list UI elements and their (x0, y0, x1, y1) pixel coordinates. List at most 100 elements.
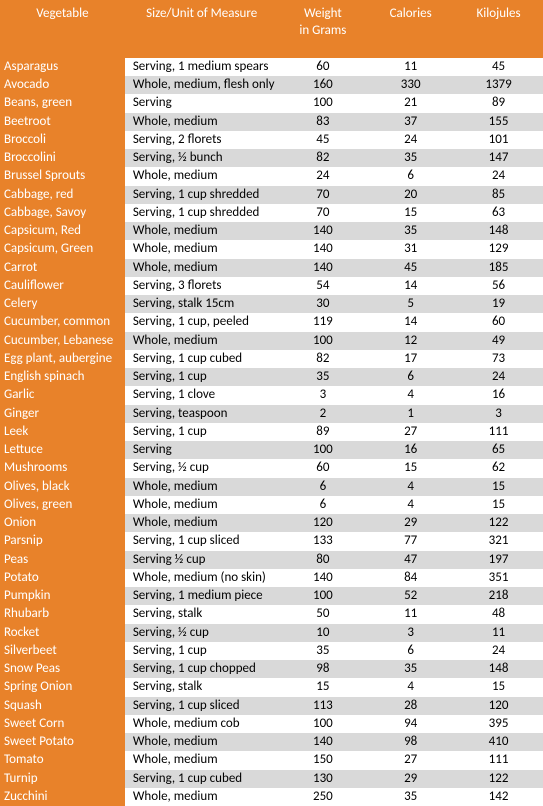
cell-vegetable: Squash (0, 697, 125, 715)
cell-vegetable: Celery (0, 295, 125, 313)
cell-size: Serving, ½ cup (125, 459, 279, 477)
cell-weight: 100 (279, 441, 368, 459)
table-row: CarrotWhole, medium14045185 (0, 259, 543, 277)
cell-calories: 12 (367, 332, 454, 350)
cell-size: Whole, medium (125, 478, 279, 496)
cell-size: Whole, medium cob (125, 715, 279, 733)
cell-calories: 21 (367, 94, 454, 112)
cell-vegetable: Sweet Corn (0, 715, 125, 733)
cell-weight: 6 (279, 496, 368, 514)
cell-weight: 6 (279, 478, 368, 496)
cell-kilojoules: 48 (454, 605, 543, 623)
cell-vegetable: Turnip (0, 770, 125, 788)
cell-weight: 100 (279, 94, 368, 112)
cell-calories: 29 (367, 514, 454, 532)
cell-size: Serving, 1 medium piece (125, 587, 279, 605)
cell-vegetable: Mushrooms (0, 459, 125, 477)
cell-size: Whole, medium (125, 222, 279, 240)
table-row: ZucchiniWhole, medium25035142 (0, 788, 543, 806)
cell-size: Serving, 1 medium spears (125, 58, 279, 76)
cell-kilojoules: 395 (454, 715, 543, 733)
table-row: CeleryServing, stalk 15cm30519 (0, 295, 543, 313)
cell-weight: 54 (279, 277, 368, 295)
cell-size: Whole, medium (125, 113, 279, 131)
cell-size: Serving, stalk 15cm (125, 295, 279, 313)
cell-weight: 100 (279, 715, 368, 733)
table-row: SilverbeetServing, 1 cup35624 (0, 642, 543, 660)
cell-vegetable: Ginger (0, 405, 125, 423)
cell-size: Serving, 1 cup sliced (125, 532, 279, 550)
cell-weight: 113 (279, 697, 368, 715)
cell-calories: 20 (367, 186, 454, 204)
table-row: TurnipServing, 1 cup cubed13029122 (0, 770, 543, 788)
cell-kilojoules: 16 (454, 386, 543, 404)
cell-vegetable: Broccoli (0, 131, 125, 149)
cell-calories: 5 (367, 295, 454, 313)
cell-vegetable: Olives, black (0, 478, 125, 496)
cell-vegetable: Rhubarb (0, 605, 125, 623)
cell-size: Serving (125, 441, 279, 459)
table-row: LettuceServing1001665 (0, 441, 543, 459)
cell-size: Whole, medium (125, 514, 279, 532)
cell-size: Serving, 1 cup chopped (125, 660, 279, 678)
cell-size: Whole, medium, flesh only (125, 76, 279, 94)
cell-vegetable: Avocado (0, 76, 125, 94)
cell-weight: 140 (279, 259, 368, 277)
table-row: ParsnipServing, 1 cup sliced13377321 (0, 532, 543, 550)
cell-vegetable: English spinach (0, 368, 125, 386)
cell-size: Whole, medium (no skin) (125, 569, 279, 587)
cell-size: Serving ½ cup (125, 551, 279, 569)
table-row: OnionWhole, medium12029122 (0, 514, 543, 532)
table-row: Sweet CornWhole, medium cob10094395 (0, 715, 543, 733)
vegetable-nutrition-table: Vegetable Size/Unit of Measure Weightin … (0, 0, 543, 806)
cell-weight: 35 (279, 642, 368, 660)
cell-calories: 47 (367, 551, 454, 569)
cell-vegetable: Beetroot (0, 113, 125, 131)
cell-vegetable: Olives, green (0, 496, 125, 514)
table-row: CauliflowerServing, 3 florets541456 (0, 277, 543, 295)
cell-kilojoules: 60 (454, 313, 543, 331)
table-row: LeekServing, 1 cup8927111 (0, 423, 543, 441)
cell-kilojoules: 85 (454, 186, 543, 204)
cell-weight: 2 (279, 405, 368, 423)
cell-weight: 82 (279, 149, 368, 167)
cell-size: Serving, 1 clove (125, 386, 279, 404)
cell-kilojoules: 15 (454, 678, 543, 696)
cell-vegetable: Carrot (0, 259, 125, 277)
table-row: Olives, blackWhole, medium6415 (0, 478, 543, 496)
cell-calories: 35 (367, 222, 454, 240)
cell-weight: 50 (279, 605, 368, 623)
cell-calories: 15 (367, 459, 454, 477)
table-row: RocketServing, ½ cup10311 (0, 624, 543, 642)
cell-kilojoules: 24 (454, 368, 543, 386)
cell-calories: 35 (367, 788, 454, 806)
cell-vegetable: Garlic (0, 386, 125, 404)
cell-kilojoules: 24 (454, 642, 543, 660)
cell-calories: 6 (367, 368, 454, 386)
table-row: BroccoliServing, 2 florets4524101 (0, 131, 543, 149)
cell-calories: 1 (367, 405, 454, 423)
cell-kilojoules: 129 (454, 240, 543, 258)
cell-vegetable: Cucumber, Lebanese (0, 332, 125, 350)
col-header-vegetable: Vegetable (0, 0, 125, 58)
cell-weight: 250 (279, 788, 368, 806)
cell-size: Serving, 1 cup cubed (125, 350, 279, 368)
cell-weight: 30 (279, 295, 368, 313)
table-row: Beans, greenServing1002189 (0, 94, 543, 112)
cell-calories: 94 (367, 715, 454, 733)
cell-kilojoules: 62 (454, 459, 543, 477)
table-row: Cucumber, LebaneseWhole, medium1001249 (0, 332, 543, 350)
cell-calories: 330 (367, 76, 454, 94)
cell-calories: 27 (367, 751, 454, 769)
cell-kilojoules: 122 (454, 770, 543, 788)
cell-kilojoules: 111 (454, 423, 543, 441)
cell-vegetable: Beans, green (0, 94, 125, 112)
cell-vegetable: Lettuce (0, 441, 125, 459)
cell-calories: 15 (367, 204, 454, 222)
cell-calories: 35 (367, 149, 454, 167)
cell-calories: 98 (367, 733, 454, 751)
cell-vegetable: Rocket (0, 624, 125, 642)
cell-vegetable: Egg plant, aubergine (0, 350, 125, 368)
table-row: RhubarbServing, stalk501148 (0, 605, 543, 623)
cell-size: Serving, 2 florets (125, 131, 279, 149)
